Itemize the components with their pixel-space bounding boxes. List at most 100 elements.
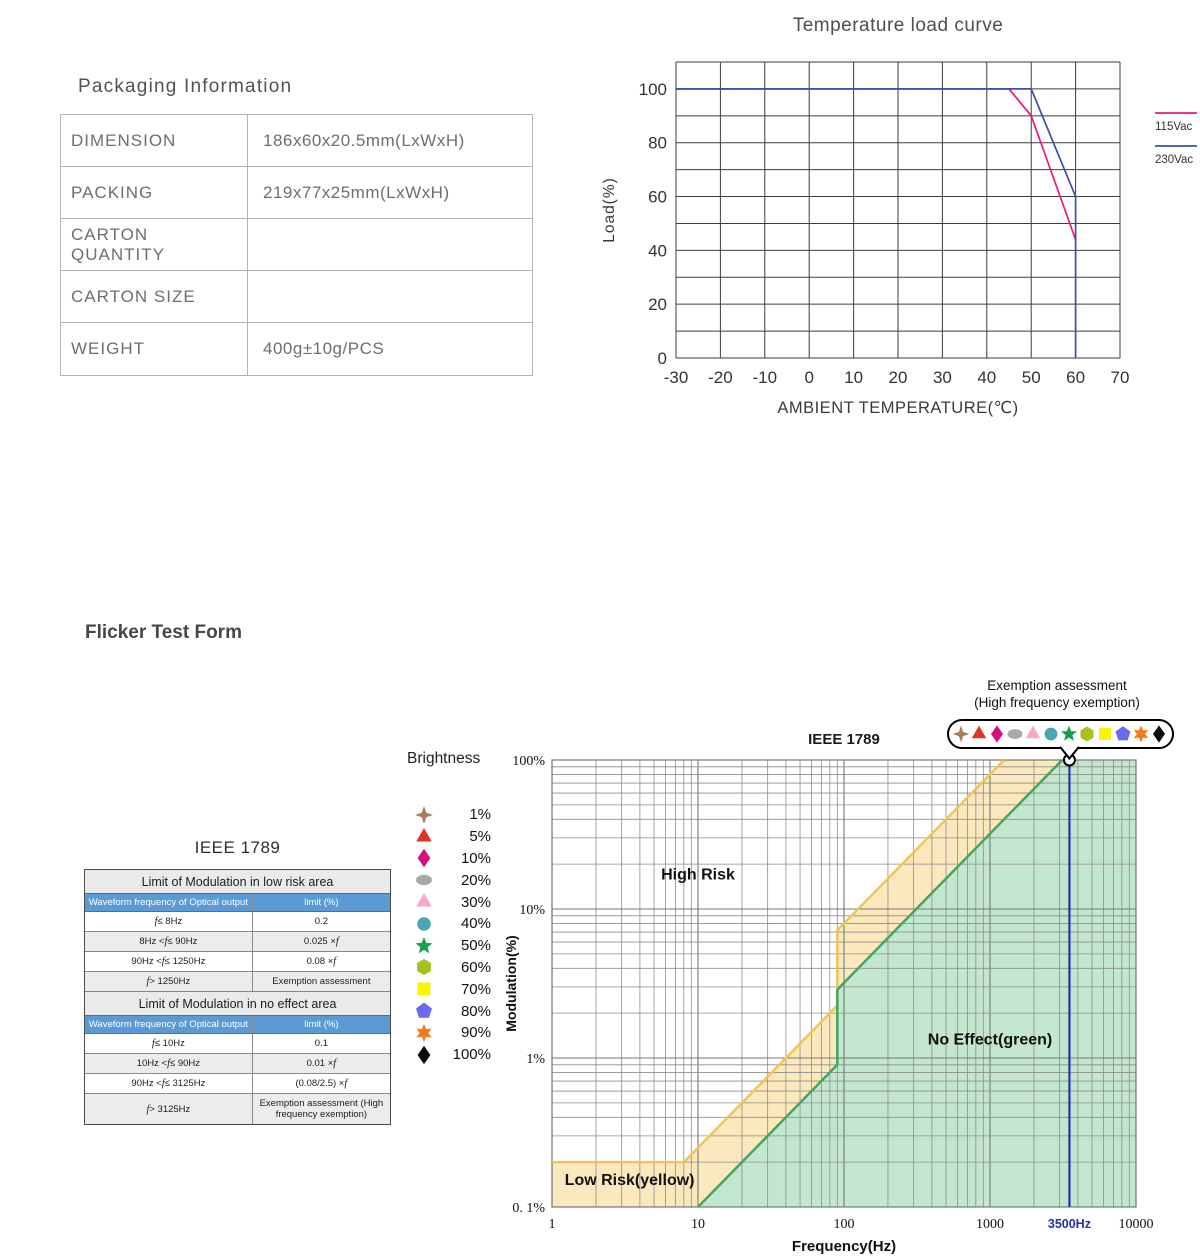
- y-tick-label: 100: [639, 80, 667, 99]
- callout-tail: [1059, 746, 1080, 761]
- legend-item: 5%: [403, 826, 491, 848]
- triangle-marker-icon: [416, 827, 432, 842]
- star4-marker-icon: [415, 805, 433, 824]
- legend-item: 60%: [403, 957, 491, 979]
- ieee-1789-table: Limit of Modulation in low risk area Wave…: [84, 869, 391, 1125]
- table-cell: 0.025 × f: [303, 936, 339, 947]
- legend-item: 50%: [403, 935, 491, 957]
- pentagon-marker-icon: [1115, 726, 1131, 741]
- y-tick-label: 20: [648, 295, 667, 314]
- chart-title: Temperature load curve: [793, 15, 1004, 36]
- table-row: 10Hz < f ≤ 90Hz 0.01 × f: [85, 1054, 390, 1074]
- legend-marker: [417, 849, 431, 868]
- table-cell: Exemption assessment (High frequency exe…: [259, 1098, 384, 1120]
- diamond-marker-icon: [1153, 725, 1165, 743]
- packaging-row-value: [248, 271, 532, 322]
- y-axis-label: Modulation(%): [503, 935, 519, 1031]
- packaging-row-label: PACKING: [61, 167, 248, 218]
- table-cell: 8Hz < f ≤ 90Hz: [85, 932, 253, 951]
- table-row: 8Hz < f ≤ 90Hz 0.025 × f: [85, 932, 390, 952]
- packaging-table-row: PACKING 219x77x25mm(LxWxH): [61, 167, 532, 219]
- packaging-table-row: CARTON QUANTITY: [61, 219, 532, 271]
- square-marker-icon: [1099, 728, 1111, 740]
- y-tick-label: 0. 1%: [512, 1201, 545, 1216]
- legend-item-label: 80%: [460, 1002, 491, 1020]
- table-row: 90Hz < f ≤ 1250Hz 0.08 × f: [85, 952, 390, 972]
- table-cell: f > 1250Hz: [85, 972, 253, 991]
- legend-item: 40%: [403, 913, 491, 935]
- legend-item-label: 50%: [460, 937, 491, 955]
- packaging-section-title: Packaging Information: [78, 76, 293, 97]
- exemption-callout-line2: (High frequency exemption): [974, 695, 1140, 710]
- legend-marker: [416, 1002, 432, 1018]
- legend-marker: [416, 1023, 432, 1042]
- table-row: f ≤ 10Hz 0.1: [85, 1034, 390, 1054]
- diamond-marker-icon: [417, 849, 431, 868]
- table-cell: f ≤ 10Hz: [85, 1034, 253, 1053]
- triangle-marker-icon: [1025, 725, 1041, 739]
- temperature-load-chart: -30 -20 -10 0 10 20 30 40 50 60 70 0 20 40 60 80 100 Temp…: [601, 15, 1197, 417]
- legend-item-label: 90%: [460, 1024, 491, 1042]
- column-header: Waveform frequency of Optical output: [85, 894, 253, 911]
- legend-item-label: 20%: [460, 871, 491, 889]
- table-cell: 0.01 × f: [306, 1058, 337, 1069]
- y-tick-label: 60: [648, 188, 667, 207]
- table-row: 90Hz < f ≤ 3125Hz (0.08/2.5) × f: [85, 1074, 390, 1094]
- legend-item-label: 1%: [469, 806, 491, 824]
- packaging-row-value: 186x60x20.5mm(LxWxH): [263, 130, 465, 150]
- packaging-row-value: [248, 219, 532, 270]
- legend-item: 70%: [403, 978, 491, 1000]
- legend-item: 1%: [403, 804, 491, 826]
- region-label: High Risk: [661, 867, 735, 884]
- brightness-legend-items: 1% 5% 10% 20% 30% 40% 50% 60% 70% 80% 90% 100%: [403, 804, 491, 1066]
- square-marker-icon: [417, 982, 431, 996]
- legend-marker: [416, 893, 432, 907]
- y-tick-label: 40: [648, 241, 667, 260]
- legend-item: 30%: [403, 891, 491, 913]
- legend-item: 90%: [403, 1022, 491, 1044]
- low-risk-region: [552, 760, 1063, 1207]
- x-tick-label: 20: [889, 368, 908, 387]
- ellipse-marker-icon: [1007, 729, 1023, 739]
- table-row: f > 1250Hz Exemption assessment: [85, 972, 390, 992]
- packaging-row-label: DIMENSION: [61, 115, 248, 166]
- y-tick-label: 1%: [526, 1052, 545, 1067]
- hexagon-marker-icon: [417, 959, 431, 976]
- triangle-marker-icon: [971, 725, 987, 739]
- x-tick-label: 70: [1111, 368, 1130, 387]
- packaging-row-value: 400g±10g/PCS: [263, 339, 385, 358]
- packaging-table-row: WEIGHT 400g±10g/PCS: [61, 323, 532, 375]
- legend-item-label: 60%: [460, 958, 491, 976]
- packaging-table-row: CARTON SIZE: [61, 271, 532, 323]
- region-label: Low Risk(yellow): [565, 1172, 695, 1189]
- star4-marker-icon: [952, 725, 970, 743]
- y-tick-label: 0: [658, 349, 667, 368]
- diamond-marker-icon: [417, 1045, 431, 1064]
- column-header: Waveform frequency of Optical output: [85, 1016, 253, 1033]
- x-tick-label: 60: [1066, 368, 1085, 387]
- x-tick-label: 10000: [1119, 1217, 1154, 1232]
- table-cell: 90Hz < f ≤ 3125Hz: [85, 1074, 253, 1093]
- flicker-test-form-title: Flicker Test Form: [85, 622, 242, 643]
- table-cell: 0.2: [314, 916, 328, 927]
- plot-border: [551, 759, 1137, 1208]
- legend-item-label: 100%: [452, 1046, 491, 1064]
- y-axis-label: Load(%): [601, 177, 618, 243]
- y-tick-label: 100%: [512, 754, 545, 769]
- legend-item-label: 30%: [460, 893, 491, 911]
- x-tick-label: 1: [549, 1217, 556, 1232]
- star5-marker-icon: [415, 936, 433, 953]
- legend-marker: [417, 1045, 431, 1064]
- y-tick-label: 80: [648, 134, 667, 153]
- packaging-table: DIMENSION 186x60x20.5mm(LxWxH) PACKING 219x…: [60, 114, 533, 376]
- packaging-row-value: 219x77x25mm(LxWxH): [263, 182, 450, 202]
- ellipse-marker-icon: [416, 875, 432, 886]
- x-tick-label: 100: [834, 1217, 855, 1232]
- legend-item-label: 40%: [460, 915, 491, 933]
- legend-marker: [417, 917, 431, 931]
- triangle-marker-icon: [416, 893, 432, 907]
- exemption-callout-line1: Exemption assessment: [987, 678, 1127, 693]
- x-tick-label: 0: [804, 368, 813, 387]
- x-tick-label: -20: [708, 368, 733, 387]
- column-header: limit (%): [304, 1019, 339, 1030]
